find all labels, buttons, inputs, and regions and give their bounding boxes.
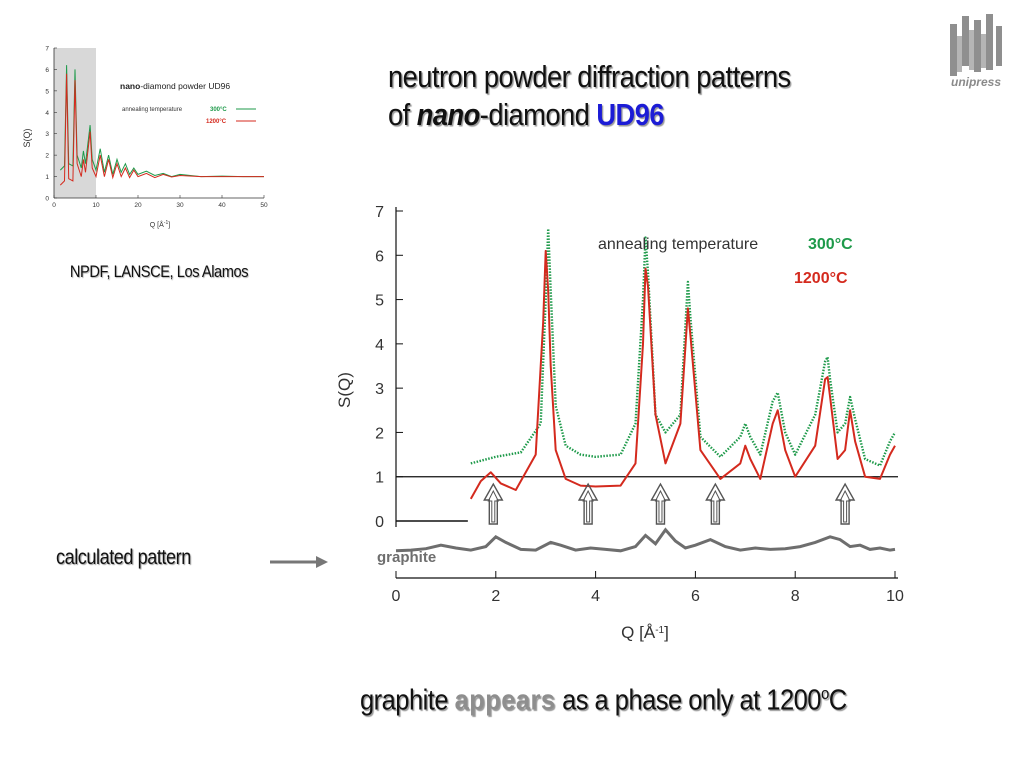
calculated-pattern-label: calculated pattern: [56, 546, 191, 569]
graphite-calculated-curve: [395, 527, 896, 553]
conclusion-degree: o: [820, 684, 829, 703]
title-nano: nano: [416, 97, 481, 132]
logo-text: unipress: [950, 75, 1001, 89]
title-line-2: of nano-diamond UD96: [388, 96, 793, 134]
series-300c-line: [470, 227, 897, 467]
inset-y-tick-label: 7: [45, 46, 49, 53]
y-tick-label: 7: [375, 204, 384, 221]
y-tick-label: 4: [375, 337, 384, 354]
main-series: [469, 227, 897, 500]
inset-title: nano-diamond powder UD96: [120, 81, 230, 91]
title-of: of: [388, 97, 417, 132]
double-arrow-icon: [705, 483, 726, 525]
inset-y-tick-label: 2: [45, 153, 49, 160]
inset-series: [59, 65, 264, 186]
y-tick-label: 1: [375, 470, 384, 487]
inset-legend-1200: 1200°C: [206, 119, 227, 125]
title-diamond: -diamond: [479, 97, 597, 132]
inset-legend-header: annealing temperature: [122, 107, 183, 113]
legend-header: annealing temperature: [598, 236, 758, 253]
inset-ticks: 0 1 2 3 4 5 6 7 0 10 20 30 40 50: [45, 46, 268, 210]
main-chart: 0 1 2 3 4 5 6 7 0 2 4 6 8 10 graphite annealing tempe…: [335, 204, 904, 642]
inset-x-tick-label: 0: [52, 202, 56, 209]
x-tick-label: 8: [791, 588, 800, 605]
legend-300: 300°C: [808, 236, 853, 253]
inset-chart: 0 1 2 3 4 5 6 7 0 10 20 30 40 50 nano-diamond powder …: [22, 46, 268, 230]
x-tick-label: 4: [591, 588, 600, 605]
conclusion-prefix: graphite: [360, 684, 455, 717]
slide-title: neutron powder diffraction patterns of n…: [388, 58, 793, 134]
data-source-label: NPDF, LANSCE, Los Alamos: [69, 262, 249, 281]
inset-ylabel: S(Q): [22, 128, 32, 147]
conclusion-unit: C: [828, 684, 847, 717]
y-tick-label: 6: [375, 248, 384, 265]
inset-x-tick-label: 40: [218, 202, 226, 209]
main-xlabel: Q [Å-1]: [621, 623, 669, 642]
double-arrow-icon: [578, 483, 598, 525]
series-1200c-line: [469, 249, 896, 500]
inset-axes: [53, 48, 264, 199]
inset-x-tick-label: 20: [134, 202, 142, 209]
title-line-1: neutron powder diffraction patterns: [388, 59, 791, 94]
y-tick-label: 5: [375, 293, 384, 310]
inset-series-1200c-line: [59, 73, 264, 186]
double-arrow-icon: [650, 483, 671, 525]
y-tick-label: 3: [375, 381, 384, 398]
inset-x-tick-label: 10: [92, 202, 100, 209]
graphite-peak-arrows: [483, 483, 855, 525]
inset-y-tick-label: 4: [45, 110, 49, 117]
main-ticks: 0 1 2 3 4 5 6 7 0 2 4 6 8 10: [375, 204, 904, 605]
graphite-label: graphite: [377, 549, 436, 566]
inset-y-tick-label: 3: [45, 131, 49, 138]
x-tick-label: 10: [886, 588, 904, 605]
inset-y-tick-label: 0: [45, 196, 49, 203]
inset-y-tick-label: 1: [45, 174, 49, 181]
x-tick-label: 6: [691, 588, 700, 605]
title-ud96: UD96: [596, 97, 665, 132]
double-arrow-icon: [835, 483, 855, 525]
conclusion-emphasis: appears: [454, 684, 556, 717]
main-ylabel: S(Q): [335, 372, 354, 408]
x-tick-label: 2: [491, 588, 500, 605]
inset-xlabel: Q [Å-1]: [150, 220, 170, 229]
inset-legend-300: 300°C: [210, 107, 227, 113]
main-axes: [395, 207, 898, 579]
inset-y-tick-label: 5: [45, 88, 49, 95]
double-arrow-icon: [483, 483, 504, 525]
y-tick-label: 2: [375, 425, 384, 442]
x-tick-label: 0: [392, 588, 401, 605]
conclusion-text: graphite appears as a phase only at 1200…: [360, 684, 847, 718]
inset-y-tick-label: 6: [45, 67, 49, 74]
right-arrow-icon: [270, 556, 328, 568]
legend-1200: 1200°C: [794, 270, 848, 287]
inset-x-tick-label: 30: [176, 202, 184, 209]
y-tick-label: 0: [375, 514, 384, 531]
inset-x-tick-label: 50: [260, 202, 268, 209]
unipress-logo: [950, 14, 1002, 76]
conclusion-suffix: as a phase only at 1200: [555, 684, 821, 717]
